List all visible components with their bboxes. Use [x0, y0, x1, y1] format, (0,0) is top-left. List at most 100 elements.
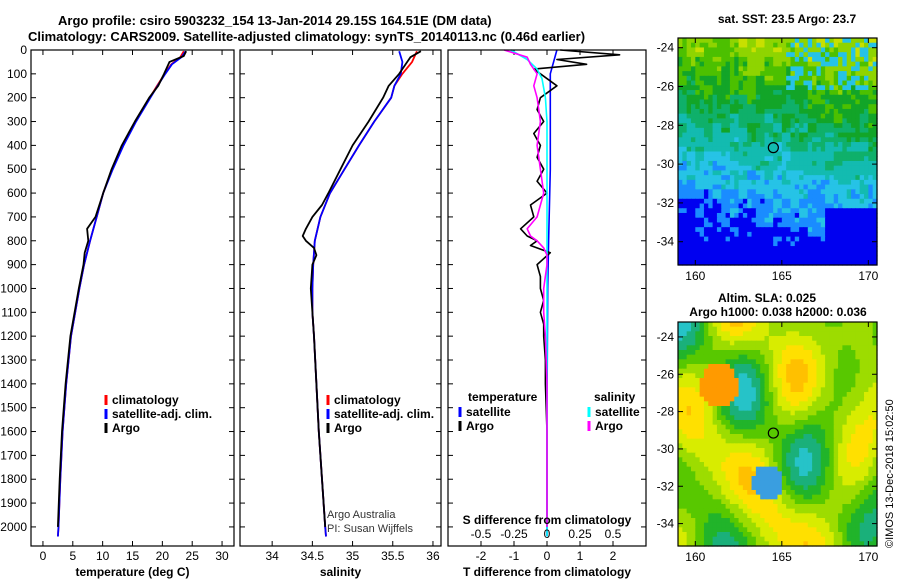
map-cell [755, 504, 761, 510]
map-cell [859, 118, 865, 124]
map-cell [768, 541, 774, 547]
map-cell [855, 424, 861, 430]
map-cell [682, 429, 688, 435]
map-cell [678, 522, 683, 528]
map-cell [695, 415, 701, 421]
map-cell [773, 373, 779, 379]
map-cell [816, 373, 822, 379]
map-cell [816, 466, 822, 472]
map-cell [721, 246, 727, 252]
map-cell [682, 410, 688, 416]
map-cell [768, 75, 774, 82]
map-cell [842, 198, 848, 205]
map-cell [682, 326, 688, 332]
map-cell [842, 137, 848, 143]
map-cell [833, 340, 839, 346]
map-cell [838, 340, 843, 346]
map-cell [829, 392, 835, 398]
map-cell [716, 194, 722, 200]
map-cell [777, 231, 783, 238]
map-cell [764, 392, 770, 398]
map-cell [760, 331, 766, 337]
map-cell [764, 368, 770, 374]
map-cell [742, 38, 748, 44]
map-cell [868, 179, 874, 186]
map-cell [846, 255, 852, 261]
map-cell [760, 350, 766, 356]
map-cell [807, 184, 813, 190]
map-cell [703, 212, 709, 219]
map-cell [777, 236, 783, 242]
map-cell [678, 364, 683, 370]
map-cell [846, 108, 852, 115]
map-cell [734, 424, 740, 430]
map-cell [760, 222, 766, 228]
map-cell [829, 146, 835, 153]
map-cell [699, 448, 705, 454]
map-cell [803, 457, 809, 463]
map-cell [777, 373, 783, 379]
map-cell [864, 71, 869, 77]
map-cell [734, 471, 740, 477]
map-cell [799, 336, 805, 342]
map-cell [825, 260, 831, 266]
map-cell [781, 326, 787, 332]
map-cell [777, 61, 783, 67]
map-cell [790, 396, 796, 402]
map-cell [777, 485, 783, 491]
map-cell [678, 99, 683, 105]
map-cell [682, 485, 688, 491]
map-cell [781, 42, 787, 49]
map-cell [747, 522, 753, 528]
map-cell [725, 85, 731, 91]
map-cell [747, 61, 753, 67]
map-cell [695, 499, 701, 505]
map-cell [825, 499, 831, 505]
map-cell [851, 189, 856, 195]
map-cell [864, 255, 869, 261]
map-cell [872, 443, 878, 449]
y-tick-label: 1600 [0, 425, 27, 439]
map-cell [790, 203, 796, 209]
map-cell [872, 208, 878, 214]
map-cell [712, 42, 718, 49]
map-cell [686, 123, 692, 129]
map-cell [699, 494, 705, 500]
map-cell [820, 146, 826, 153]
map-cell [725, 452, 731, 458]
map-cell [803, 156, 809, 162]
map-cell [807, 236, 813, 242]
map-cell [851, 527, 856, 533]
map-cell [816, 184, 822, 190]
map-cell [872, 80, 878, 86]
map-cell [703, 345, 709, 351]
map-cell [781, 443, 787, 449]
map-cell [872, 396, 878, 402]
map-cell [833, 424, 839, 430]
map-cell [777, 364, 783, 370]
legend-label: Argo [334, 421, 362, 435]
map-cell [742, 246, 748, 252]
map-cell [703, 90, 709, 96]
map-cell [699, 443, 705, 449]
map-cell [755, 466, 761, 472]
map-cell [686, 222, 692, 228]
map-cell [846, 508, 852, 514]
map-cell [838, 160, 843, 167]
map-cell [842, 231, 848, 238]
map-cell [686, 322, 692, 328]
map-cell [794, 392, 800, 398]
map-cell [712, 160, 718, 167]
map-cell [742, 322, 748, 328]
map-cell [747, 485, 753, 491]
map-cell [777, 340, 783, 346]
map-cell [755, 415, 761, 421]
map-cell [777, 336, 783, 342]
map-cell [833, 438, 839, 444]
map-cell [846, 490, 852, 496]
map-cell [678, 387, 683, 393]
map-cell [825, 132, 831, 138]
map-cell [764, 485, 770, 491]
map-cell [855, 137, 861, 143]
map-cell [716, 189, 722, 195]
